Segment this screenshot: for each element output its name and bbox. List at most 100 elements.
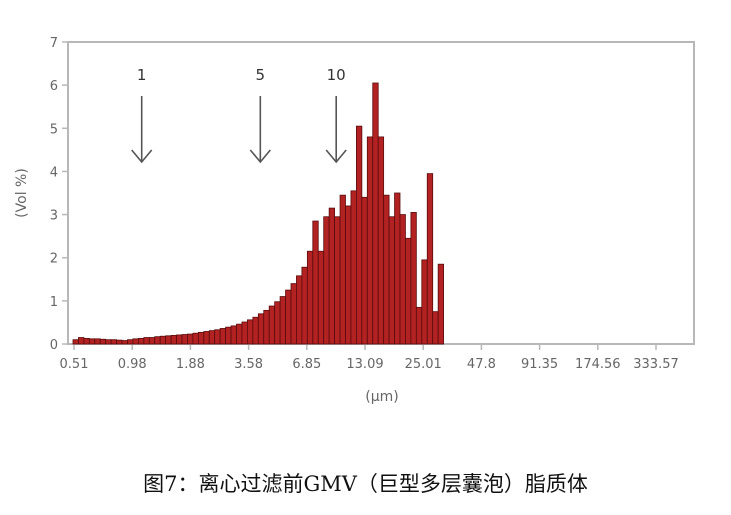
- x-tick-label: 0.51: [60, 357, 89, 372]
- bar: [317, 250, 325, 345]
- bar: [214, 329, 221, 345]
- bar: [350, 190, 357, 345]
- bar: [394, 192, 401, 345]
- bar: [410, 212, 417, 345]
- bar: [154, 336, 161, 345]
- bar: [165, 335, 172, 345]
- bar: [197, 331, 205, 345]
- bar: [301, 266, 308, 345]
- bar: [88, 338, 96, 345]
- bar: [241, 321, 248, 345]
- bar: [388, 216, 395, 345]
- y-tick-label: 0: [50, 338, 58, 353]
- x-tick-label: 174.56: [575, 357, 621, 372]
- bar: [236, 323, 243, 345]
- bar: [181, 334, 188, 345]
- bar: [94, 338, 101, 345]
- figure-caption: 图7：离心过滤前GMV（巨型多层囊泡）脂质体: [143, 472, 588, 496]
- bar: [399, 214, 406, 345]
- x-tick-label: 25.01: [405, 357, 442, 372]
- y-tick-label: 3: [50, 209, 58, 224]
- bar: [323, 216, 330, 345]
- x-axis-ticks: 0.51 0.98 1.88 3.58 6.85 13.09 25.01 47.8 91.35 1…: [60, 344, 679, 372]
- bar: [137, 337, 145, 345]
- bar: [257, 313, 265, 345]
- bar: [361, 196, 368, 345]
- annotation-arrow-head: [325, 149, 347, 164]
- bar: [432, 311, 439, 345]
- bar: [290, 283, 297, 345]
- bar: [132, 338, 139, 345]
- bar: [121, 340, 128, 345]
- bar: [383, 194, 390, 345]
- y-tick-label: 7: [50, 36, 58, 51]
- bar: [110, 339, 118, 345]
- x-tick-label: 3.58: [234, 357, 263, 372]
- bar: [203, 331, 210, 345]
- bar: [143, 337, 150, 345]
- annotation-arrow-head: [131, 149, 153, 164]
- bar: [83, 337, 90, 345]
- bar: [127, 339, 134, 345]
- bar: [187, 333, 194, 345]
- bar: [437, 263, 444, 345]
- y-tick-label: 5: [50, 122, 58, 137]
- x-axis-title: (μm): [365, 389, 398, 405]
- bar: [285, 289, 292, 345]
- bar: [252, 316, 259, 345]
- bars: [72, 82, 444, 345]
- bar: [246, 319, 254, 345]
- annotation-label: 1: [137, 66, 147, 84]
- bar: [219, 328, 226, 345]
- bar: [296, 275, 303, 345]
- x-tick-label: 47.8: [467, 357, 496, 372]
- x-tick-label: 1.88: [176, 357, 205, 372]
- bar: [339, 194, 346, 345]
- annotation-label: 5: [256, 66, 266, 84]
- y-tick-label: 1: [50, 295, 58, 310]
- bar: [263, 309, 270, 345]
- x-tick-label: 13.09: [346, 357, 383, 372]
- annotation-arrows: 1 5 10: [131, 66, 347, 164]
- bar: [405, 237, 412, 345]
- bar: [415, 306, 423, 345]
- chart: 0 1 2 3 4 5 6 7 0.51 0.98 1.88 3.58 6.85 13.09 25.01 4…: [14, 36, 695, 405]
- y-tick-label: 2: [50, 252, 58, 267]
- bar: [230, 325, 237, 345]
- bar: [426, 173, 434, 345]
- bar: [355, 125, 363, 345]
- y-tick-label: 6: [50, 79, 58, 94]
- bar: [345, 205, 352, 345]
- bar: [421, 259, 428, 345]
- bar: [105, 339, 112, 345]
- bar: [377, 136, 385, 345]
- annotation-label: 10: [327, 66, 346, 84]
- bar: [176, 334, 183, 345]
- bar: [208, 330, 216, 345]
- bar: [306, 250, 314, 345]
- bar: [274, 301, 281, 345]
- bar: [372, 82, 379, 345]
- bar: [170, 334, 177, 345]
- annotation-arrow-head: [249, 149, 271, 164]
- bar: [159, 335, 167, 345]
- bar: [148, 337, 156, 345]
- bar: [268, 305, 276, 345]
- bar: [366, 136, 374, 345]
- bar: [116, 339, 123, 345]
- x-tick-label: 6.85: [292, 357, 321, 372]
- bar: [312, 220, 319, 345]
- bar: [279, 296, 286, 345]
- bar: [99, 338, 107, 345]
- y-tick-label: 4: [50, 165, 58, 180]
- y-axis-title: (Vol %): [14, 168, 30, 218]
- bar: [225, 326, 232, 345]
- bar: [328, 207, 335, 345]
- x-tick-label: 333.57: [633, 357, 679, 372]
- x-tick-label: 0.98: [118, 357, 147, 372]
- bar: [192, 332, 199, 345]
- x-tick-label: 91.35: [521, 357, 558, 372]
- bar: [334, 216, 341, 345]
- bar: [72, 339, 79, 345]
- bar: [78, 337, 85, 345]
